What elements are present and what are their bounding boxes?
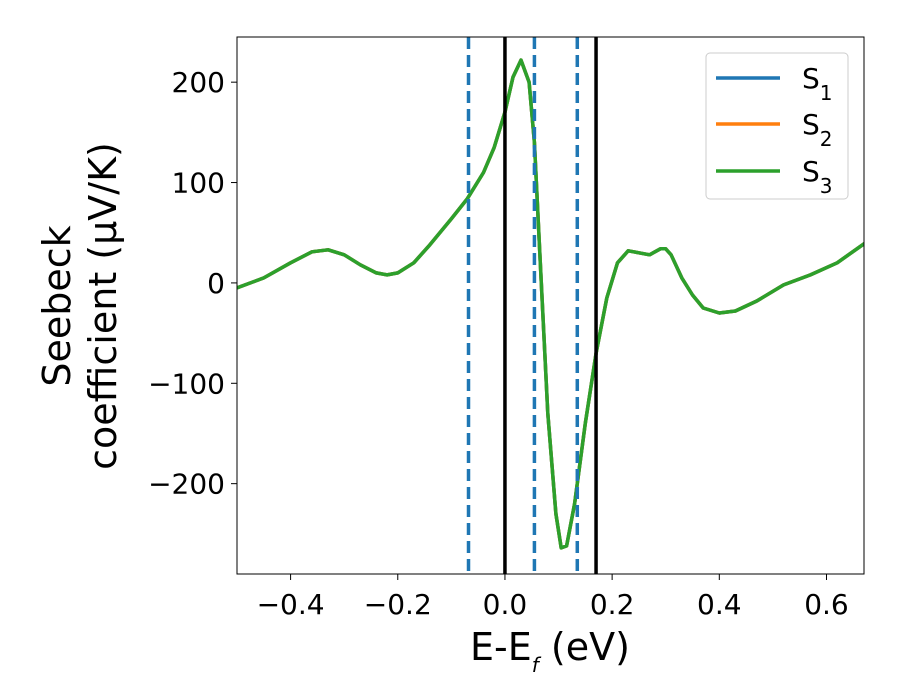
x-tick-label: −0.4 <box>257 588 325 621</box>
y-tick-label: −100 <box>148 367 225 400</box>
series-line-s3 <box>237 58 864 550</box>
legend: S1 S2 S3 <box>705 52 849 200</box>
x-tick-label: 0.2 <box>590 588 635 621</box>
legend-label-s1: S1 <box>802 62 833 105</box>
legend-label-s2: S2 <box>802 108 833 151</box>
x-tick-label: 0.0 <box>483 588 528 621</box>
y-axis-label-line1: Seebeck <box>35 225 79 386</box>
y-axis-label-line2: coefficient (μV/K) <box>81 142 125 470</box>
y-axis-label: Seebeck coefficient (μV/K) <box>35 142 125 470</box>
axis-ticks: −0.4 −0.2 0.0 0.2 0.4 0.6 −200 −100 0 100 200 <box>148 66 849 621</box>
plot-area <box>237 37 864 574</box>
x-tick-label: 0.6 <box>804 588 849 621</box>
y-tick-label: 200 <box>172 66 225 99</box>
x-axis-label: E-Ef (eV) <box>470 625 630 677</box>
y-tick-label: 100 <box>172 167 225 200</box>
legend-label-s3: S3 <box>802 155 833 198</box>
x-tick-label: −0.2 <box>364 588 432 621</box>
y-tick-label: 0 <box>207 267 225 300</box>
legend-frame <box>705 52 849 200</box>
x-tick-label: 0.4 <box>697 588 742 621</box>
y-tick-label: −200 <box>148 468 225 501</box>
axes-frame <box>236 36 865 575</box>
